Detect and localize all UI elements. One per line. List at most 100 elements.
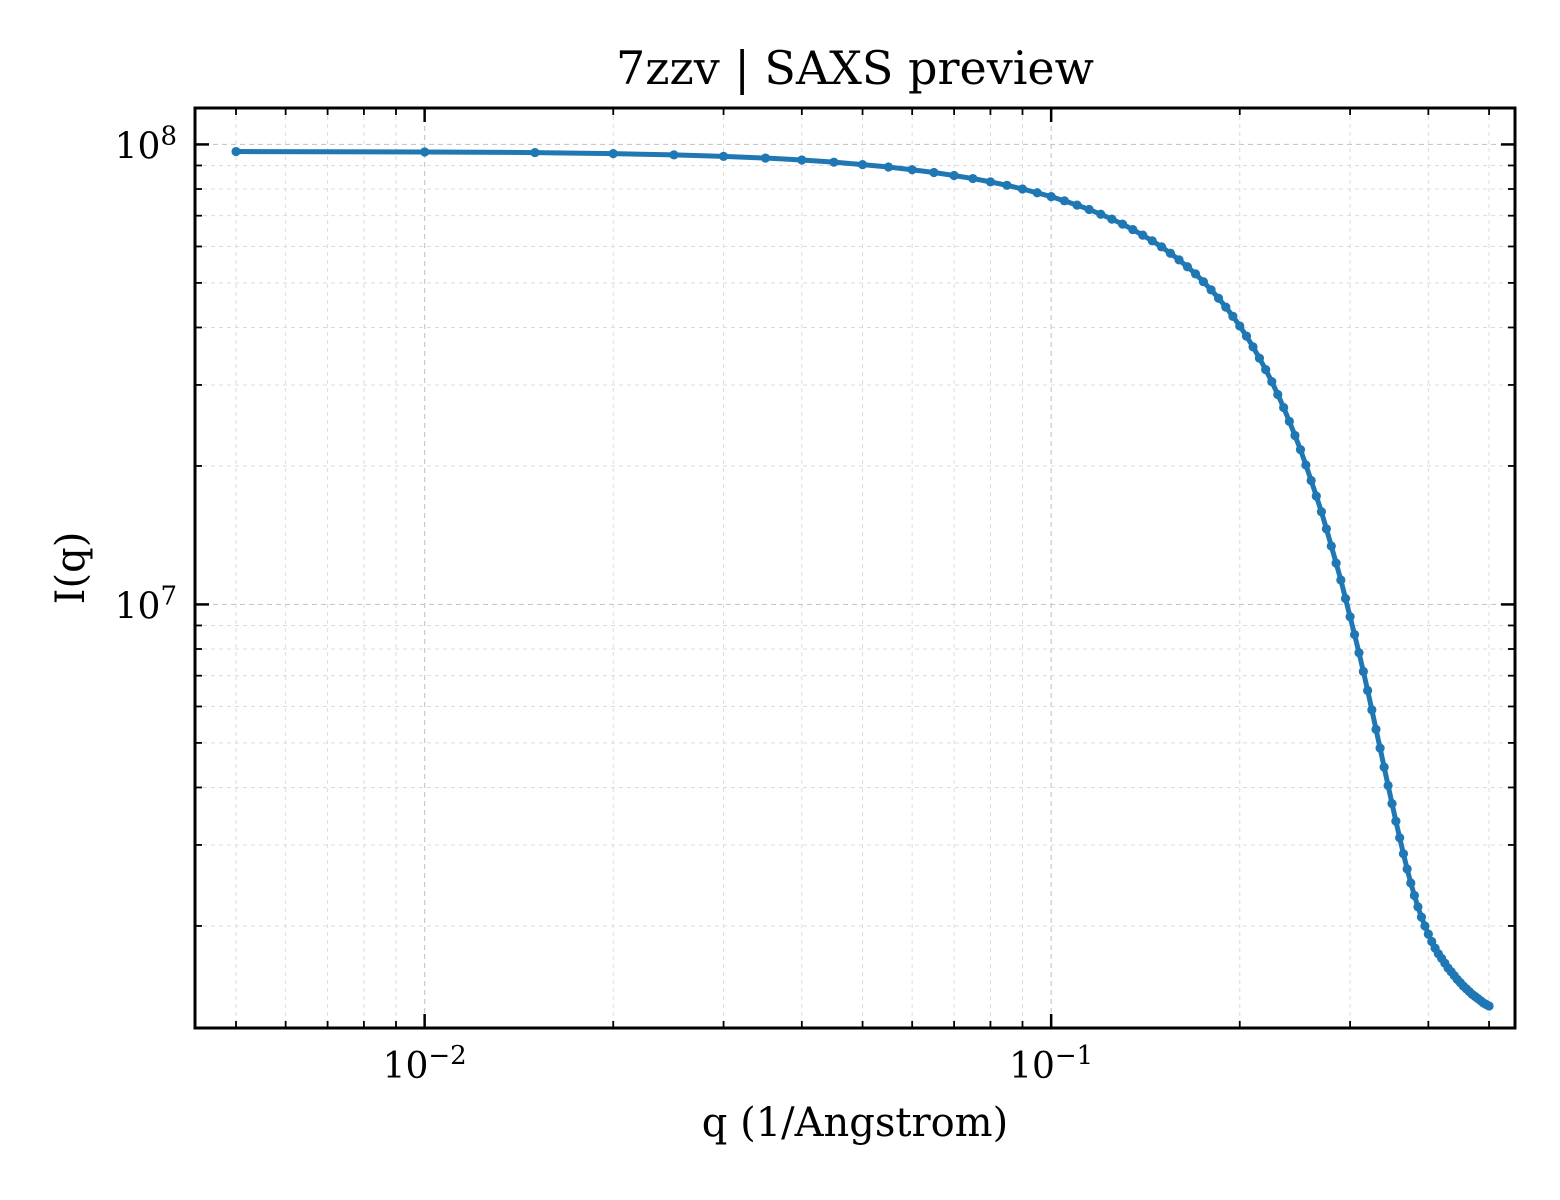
data-point: [1395, 833, 1405, 843]
data-point: [1096, 209, 1106, 219]
data-point: [1147, 236, 1157, 246]
data-point: [1072, 200, 1082, 210]
data-point: [1198, 277, 1209, 287]
data-point: [1182, 262, 1193, 272]
y-tick-label-base: 10: [115, 126, 161, 167]
y-tick-label: 108: [115, 121, 177, 167]
data-point: [1301, 460, 1311, 470]
x-tick-label-exponent: −2: [428, 1041, 466, 1071]
data-point: [1128, 224, 1138, 235]
data-point: [760, 153, 771, 163]
x-tick-label: 10−2: [383, 1041, 467, 1087]
axis-ticks: [195, 108, 1515, 1028]
x-tick-label-exponent: −1: [1055, 1041, 1093, 1071]
data-point: [968, 173, 978, 184]
data-point: [1002, 180, 1012, 190]
plot-frame: [193, 106, 1517, 1030]
y-tick-label: 107: [115, 581, 177, 627]
data-point: [1340, 593, 1351, 604]
data-point: [929, 167, 939, 178]
series-layer: [231, 146, 1494, 1011]
data-point: [1402, 864, 1412, 874]
data-point: [1138, 230, 1148, 240]
data-point: [1379, 762, 1389, 772]
data-point: [949, 170, 959, 181]
x-tick-label-base: 10: [383, 1046, 429, 1087]
data-point: [1375, 743, 1385, 753]
data-point: [1084, 204, 1094, 215]
data-point: [907, 165, 917, 175]
data-point: [420, 147, 430, 157]
data-point: [829, 157, 839, 167]
y-tick-label-exponent: 8: [160, 121, 177, 151]
data-point: [1284, 416, 1294, 426]
data-point: [985, 177, 996, 187]
data-point: [1221, 302, 1231, 312]
data-point: [1117, 219, 1128, 229]
data-point: [1267, 377, 1277, 387]
grid-lines: [195, 108, 1515, 1028]
data-point: [1059, 196, 1070, 206]
data-point: [1416, 912, 1427, 922]
data-point: [1409, 890, 1419, 901]
data-point: [1206, 285, 1216, 295]
data-point: [1248, 342, 1258, 352]
y-tick-label-exponent: 7: [160, 581, 177, 611]
data-point: [1406, 878, 1416, 888]
data-point: [1235, 321, 1245, 331]
data-point: [1413, 902, 1423, 912]
data-point: [231, 146, 241, 157]
data-point: [1190, 269, 1201, 279]
x-tick-label: 10−1: [1009, 1041, 1093, 1087]
data-point: [1331, 558, 1341, 568]
data-point: [1321, 524, 1331, 534]
data-point: [1398, 849, 1409, 859]
y-axis-label: I(q): [48, 532, 94, 605]
data-point: [1391, 816, 1401, 826]
data-point: [1349, 629, 1360, 640]
data-point: [1017, 184, 1028, 194]
data-point: [1306, 475, 1316, 486]
x-tick-label-base: 10: [1009, 1046, 1055, 1087]
data-point: [1279, 402, 1289, 413]
data-point: [1423, 929, 1433, 939]
data-point: [1387, 798, 1397, 809]
data-point: [1311, 491, 1321, 501]
data-point: [718, 151, 729, 161]
data-point: [669, 150, 679, 160]
data-point: [1228, 311, 1238, 321]
data-point: [608, 149, 618, 159]
data-point: [1354, 648, 1364, 658]
data-point: [1295, 445, 1306, 455]
data-point: [1165, 248, 1175, 258]
data-point: [1046, 192, 1056, 202]
data-point: [530, 147, 540, 158]
data-point: [1174, 255, 1184, 265]
data-point: [1156, 242, 1167, 252]
data-point: [1032, 188, 1042, 198]
data-point: [1326, 541, 1336, 551]
data-point: [1371, 724, 1381, 734]
data-point: [1273, 389, 1283, 400]
data-point: [1213, 293, 1224, 303]
data-point: [883, 162, 894, 172]
data-point: [1383, 780, 1393, 791]
data-point: [1290, 430, 1300, 441]
data-point: [1261, 364, 1271, 375]
data-point: [797, 155, 807, 165]
axes: [193, 106, 1517, 1030]
data-point: [1345, 612, 1355, 622]
data-point: [1484, 1001, 1494, 1011]
data-point: [1363, 685, 1373, 696]
data-point: [1254, 353, 1265, 363]
y-tick-label-base: 10: [115, 586, 161, 627]
data-point: [1107, 214, 1117, 224]
data-point: [857, 159, 868, 170]
chart-title: 7zzv | SAXS preview: [616, 41, 1094, 95]
data-point: [1358, 666, 1368, 677]
data-point: [1420, 921, 1430, 931]
x-axis-label: q (1/Angstrom): [702, 1100, 1008, 1146]
data-point: [1336, 575, 1346, 585]
